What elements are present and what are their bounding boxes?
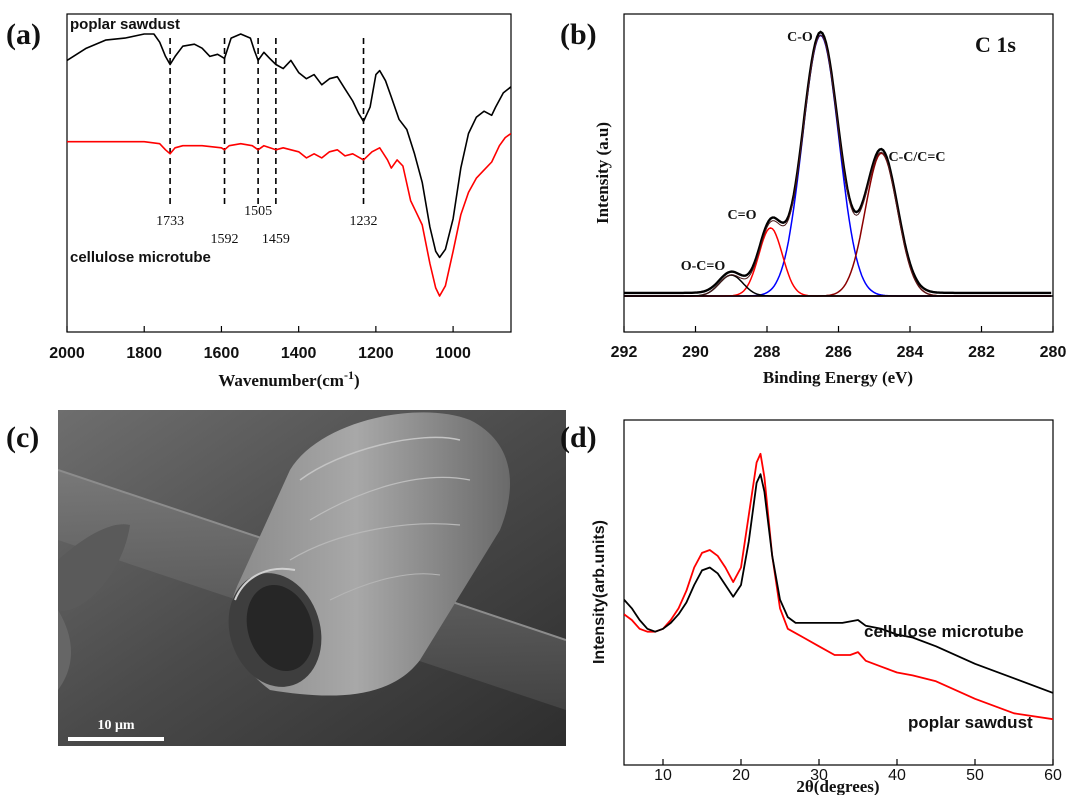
peak-label: C=O xyxy=(728,208,757,223)
series-line-cellulose-microtube xyxy=(67,132,511,297)
panel-b-frame xyxy=(623,13,1054,333)
sem-image: 10 μm xyxy=(58,410,566,746)
x-tick-label: 1000 xyxy=(435,345,471,362)
panel-d-x-axis-label: 2θ(degrees) xyxy=(796,777,879,795)
scale-bar-label: 10 μm xyxy=(97,718,134,733)
x-tick-label: 40 xyxy=(888,767,906,784)
x-tick-label: 1800 xyxy=(126,345,162,362)
peak-label: 1733 xyxy=(156,214,184,229)
x-tick-label: 290 xyxy=(682,344,709,361)
x-tick-label: 288 xyxy=(754,344,781,361)
panel-d-frame xyxy=(623,419,1054,766)
panel-d-y-axis-label: Intensity(arb.units) xyxy=(591,520,608,664)
x-tick-label: 292 xyxy=(611,344,638,361)
panel-a-x-ticks: 2000 1800 1600 1400 1200 1000 xyxy=(49,326,471,362)
series-line-poplar-sawdust xyxy=(624,452,1053,721)
x-tick-label: 284 xyxy=(897,344,924,361)
component-curve xyxy=(624,34,1052,297)
component-curve xyxy=(624,152,1052,297)
panel-b-title: C 1s xyxy=(975,32,1016,57)
panel-d-label: (d) xyxy=(560,421,597,454)
panel-b-x-ticks: 292 290 288 286 284 282 280 xyxy=(611,326,1067,361)
panel-b-x-axis-label: Binding Energy (eV) xyxy=(763,368,913,387)
peak-label: 1592 xyxy=(211,232,239,247)
panel-c-label: (c) xyxy=(6,421,39,454)
series-line-cellulose-microtube xyxy=(624,473,1053,694)
peak-label: C-O xyxy=(787,30,813,45)
scale-bar xyxy=(68,737,164,741)
panel-a-x-axis-label: Wavenumber(cm-1) xyxy=(218,368,359,390)
peak-label: O-C=O xyxy=(681,259,726,274)
series-label-cellulose-microtube: cellulose microtube xyxy=(70,249,211,266)
peak-label: 1232 xyxy=(350,214,378,229)
panel-d-series xyxy=(624,452,1053,721)
envelope-curve xyxy=(624,30,1052,295)
panel-d: (d) 10 20 30 40 50 60 cellulose microtube pop… xyxy=(560,419,1062,795)
panel-c: (c) 10 μm xyxy=(6,410,566,746)
series-line-poplar-sawdust xyxy=(67,33,511,259)
x-tick-label: 1600 xyxy=(204,345,240,362)
x-tick-label: 280 xyxy=(1040,344,1067,361)
panel-a-peak-markers: 1733 1592 1505 1459 1232 xyxy=(156,38,378,247)
panel-b-label: (b) xyxy=(560,18,597,51)
series-label-poplar-sawdust: poplar sawdust xyxy=(908,713,1033,732)
x-tick-label: 20 xyxy=(732,767,750,784)
x-tick-label: 10 xyxy=(654,767,672,784)
x-tick-label: 286 xyxy=(825,344,852,361)
peak-label: C-C/C=C xyxy=(889,150,946,165)
x-tick-label: 2000 xyxy=(49,345,85,362)
x-tick-label: 1200 xyxy=(358,345,394,362)
panel-a-frame xyxy=(66,13,512,333)
panel-a: (a) 2000 1800 1600 1400 1200 1000 1733 1592 150… xyxy=(6,13,512,390)
x-tick-label: 1400 xyxy=(281,345,317,362)
fit-sum-curve xyxy=(624,34,1052,297)
series-label-poplar-sawdust: poplar sawdust xyxy=(70,16,180,33)
panel-b: (b) 292 290 288 286 284 282 280 C-O C-C/C=C C=O O… xyxy=(560,13,1067,387)
x-tick-label: 30 xyxy=(810,767,828,784)
x-tick-label: 50 xyxy=(966,767,984,784)
series-label-cellulose-microtube: cellulose microtube xyxy=(864,622,1024,641)
peak-label: 1505 xyxy=(244,204,272,219)
panel-b-series xyxy=(624,30,1053,297)
panel-a-label: (a) xyxy=(6,18,41,51)
x-tick-label: 60 xyxy=(1044,767,1062,784)
panel-b-peak-labels: C-O C-C/C=C C=O O-C=O xyxy=(681,30,946,274)
panel-d-x-ticks: 10 20 30 40 50 60 xyxy=(654,759,1062,784)
panel-b-y-axis-label: Intensity (a.u) xyxy=(593,122,612,224)
panel-a-series xyxy=(67,33,511,297)
x-tick-label: 282 xyxy=(968,344,995,361)
peak-label: 1459 xyxy=(262,232,290,247)
